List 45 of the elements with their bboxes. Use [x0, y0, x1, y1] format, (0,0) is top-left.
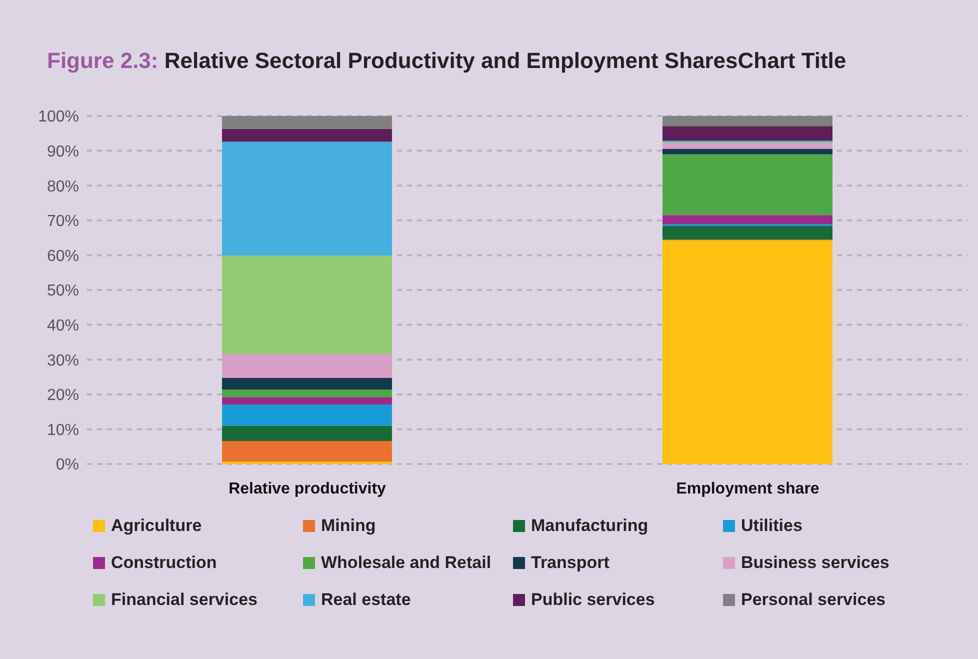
- legend-label: Business services: [740, 553, 890, 573]
- bar: [222, 142, 392, 256]
- y-tick-label: 80%: [46, 178, 79, 196]
- bar: [662, 240, 832, 464]
- legend-label: Manufacturing: [530, 516, 650, 536]
- bar: [222, 404, 392, 426]
- y-tick-label: 10%: [46, 422, 79, 439]
- bar: [222, 397, 392, 404]
- legend-label: Public services: [530, 590, 656, 610]
- bar: [222, 426, 392, 442]
- legend-label: Financial services: [110, 590, 258, 610]
- bar: [222, 354, 392, 378]
- bar: [662, 148, 832, 154]
- y-tick-label: 20%: [46, 387, 79, 404]
- legend-label: Utilities: [740, 516, 804, 536]
- legend-label: Transport: [530, 553, 610, 573]
- y-tick-label: 0%: [56, 456, 79, 474]
- bar: [222, 441, 392, 462]
- legend-label: Mining: [320, 516, 377, 536]
- bar: [222, 390, 392, 398]
- bar: [662, 215, 832, 224]
- y-tick-label: 40%: [46, 317, 79, 334]
- legend-label: Agriculture: [110, 516, 203, 536]
- x-tick-label: Relative productivity: [228, 480, 386, 498]
- bar: [222, 116, 392, 129]
- bar: [662, 154, 832, 216]
- x-tick-label: Employment share: [676, 480, 820, 498]
- legend-label: Wholesale and Retail: [320, 553, 492, 573]
- legend-label: Construction: [110, 553, 218, 573]
- y-tick-label: 60%: [46, 248, 79, 265]
- bar: [222, 256, 392, 354]
- y-tick-label: 90%: [46, 143, 79, 160]
- chart-title: Figure 2.3: Relative Sectoral Productivity and Employment SharesChart Title: [47, 48, 846, 73]
- legend-label: Personal services: [740, 590, 887, 610]
- y-tick-label: 70%: [46, 213, 79, 230]
- legend-label: Real estate: [320, 590, 412, 610]
- y-tick-label: 50%: [46, 282, 79, 300]
- bar: [222, 378, 392, 390]
- y-tick-label: 30%: [46, 352, 79, 370]
- bar: [662, 226, 832, 240]
- bar: [222, 128, 392, 142]
- y-tick-label: 100%: [38, 108, 79, 126]
- bar: [662, 143, 832, 149]
- bar: [662, 116, 832, 126]
- bar: [662, 126, 832, 141]
